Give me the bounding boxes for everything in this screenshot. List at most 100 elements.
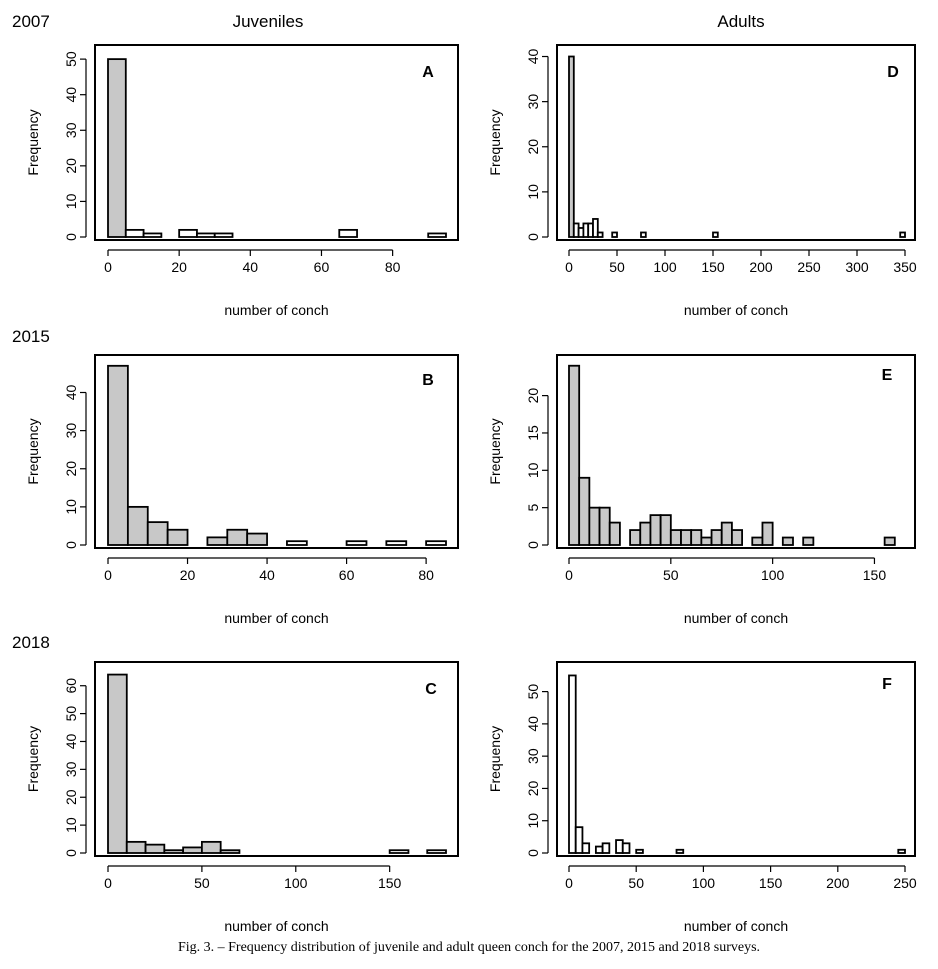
x-tick-label: 100 (653, 259, 677, 275)
histogram-bar (629, 529, 642, 546)
y-tick-label: 10 (63, 499, 79, 515)
histogram-bar (588, 506, 601, 546)
histogram-bar (640, 231, 647, 238)
x-tick-label: 50 (628, 875, 644, 891)
histogram-bar (802, 536, 815, 546)
x-tick-label: 350 (893, 259, 917, 275)
x-tick-label: 300 (845, 259, 869, 275)
x-axis-title: number of conch (684, 610, 788, 626)
panel-c: 0 50 100 150 0 10 20 30 40 50 60 number of conch Fre… (25, 661, 459, 934)
histogram-bar (286, 540, 308, 546)
histogram-bar (649, 514, 662, 546)
histogram-bar (107, 673, 128, 854)
histogram-bar (107, 58, 127, 238)
x-tick-label: 40 (259, 567, 275, 583)
y-tick-label: 20 (63, 158, 79, 174)
y-tick-label: 10 (525, 813, 541, 829)
histogram-bar (426, 849, 447, 854)
histogram-bar (178, 228, 198, 238)
histogram-bar (883, 536, 896, 546)
y-tick-label: 0 (63, 849, 79, 857)
panel-letter: E (882, 367, 893, 384)
plot-frame (556, 354, 916, 549)
x-tick-label: 50 (194, 875, 210, 891)
histogram-bar (126, 505, 149, 546)
histogram-bar (182, 846, 203, 854)
y-tick-label: 0 (63, 233, 79, 241)
x-tick-label: 100 (284, 875, 308, 891)
x-tick-label: 0 (565, 259, 573, 275)
histogram-bar (388, 849, 410, 854)
histogram-bar (611, 231, 618, 238)
histogram-bar (781, 536, 794, 546)
y-tick-label: 40 (63, 385, 79, 401)
histogram-bar (385, 540, 408, 546)
x-tick-label: 250 (893, 875, 917, 891)
x-axis-title: number of conch (224, 302, 328, 318)
y-tick-label: 10 (63, 193, 79, 209)
histogram-bar (594, 845, 604, 854)
panel-f: 0 50 100 150 200 250 0 10 20 30 40 50 number of conc… (487, 661, 917, 934)
y-tick-label: 60 (63, 678, 79, 694)
histogram-bar (425, 540, 447, 546)
y-axis-title: Frequency (25, 726, 41, 792)
histogram-bar (196, 232, 216, 238)
x-tick-label: 80 (385, 259, 401, 275)
y-tick-label: 40 (63, 87, 79, 103)
histogram-bar (142, 232, 163, 238)
plot-frame (556, 44, 916, 241)
panel-letter: B (422, 372, 434, 389)
plot-frame (94, 354, 459, 549)
histogram-bar (200, 840, 222, 854)
x-tick-label: 200 (749, 259, 773, 275)
histogram-bar (675, 848, 685, 854)
histogram-bar (710, 529, 723, 546)
histogram-bar (581, 842, 591, 854)
histogram-bar (163, 849, 185, 854)
histogram-bar (669, 529, 682, 546)
x-tick-label: 0 (565, 875, 573, 891)
panel-letter: F (882, 676, 892, 693)
histogram-bar (761, 521, 774, 546)
histogram-bar (899, 231, 906, 238)
year-label-2007: 2007 (12, 12, 50, 31)
histogram-bar (568, 364, 581, 546)
histogram-bar (592, 218, 599, 238)
y-tick-label: 50 (525, 684, 541, 700)
histogram-bar (568, 55, 575, 238)
y-axis-title: Frequency (25, 418, 41, 484)
y-tick-label: 50 (63, 706, 79, 722)
histogram-bar (345, 540, 368, 546)
x-tick-label: 60 (314, 259, 330, 275)
histogram-bar (712, 231, 719, 238)
histogram-bar (166, 528, 189, 546)
x-tick-label: 20 (171, 259, 187, 275)
plot-frame (94, 44, 459, 241)
y-tick-label: 10 (525, 184, 541, 200)
histogram-bar (601, 842, 611, 854)
histogram-bar (574, 826, 584, 854)
panel-letter: D (887, 64, 899, 81)
histogram-bar (700, 536, 713, 546)
histogram-bar (596, 231, 604, 238)
panel-b: 0 20 40 60 80 0 10 20 30 40 number of conch Frequen… (25, 354, 459, 626)
x-axis-title: number of conch (224, 610, 328, 626)
figure-caption: Fig. 3. – Frequency distribution of juve… (178, 940, 760, 955)
year-label-2015: 2015 (12, 327, 50, 346)
y-tick-label: 30 (525, 94, 541, 110)
x-tick-label: 0 (104, 567, 112, 583)
y-tick-label: 40 (525, 49, 541, 65)
y-axis-title: Frequency (487, 109, 503, 175)
panel-e: 0 50 100 150 0 5 10 15 20 number of conch Frequenc… (487, 354, 916, 626)
x-tick-label: 150 (759, 875, 783, 891)
x-tick-label: 0 (104, 875, 112, 891)
plot-frame (556, 661, 916, 857)
histogram-bar (338, 228, 358, 238)
x-tick-label: 80 (418, 567, 434, 583)
x-axis-title: number of conch (224, 918, 328, 934)
x-tick-label: 20 (180, 567, 196, 583)
year-label-2018: 2018 (12, 633, 50, 652)
y-tick-label: 20 (63, 461, 79, 477)
panels: 0 20 40 60 80 0 10 20 30 40 50 number of conch Frequ… (25, 44, 917, 934)
x-tick-label: 250 (797, 259, 821, 275)
